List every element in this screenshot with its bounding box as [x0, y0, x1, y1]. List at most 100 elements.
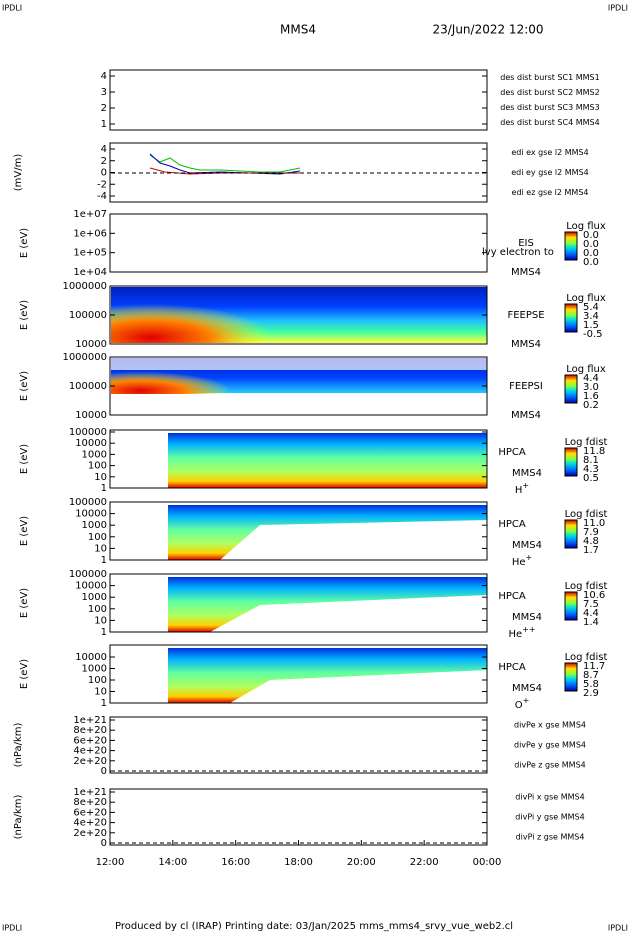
y-tick-label: -4 [97, 191, 107, 202]
x-tick-label: 12:00 [96, 857, 125, 868]
cbar-tick-label: -0.5 [583, 329, 603, 340]
y-tick-label: 1000000 [62, 352, 107, 363]
instrument: HPCA [498, 591, 526, 602]
colorbar [564, 519, 578, 549]
y-tick-label: 8e+20 [73, 725, 107, 736]
y-tick-label: 4 [101, 144, 107, 155]
y-tick-label: 0 [101, 766, 107, 777]
cbar-tick-label: 7.9 [583, 527, 599, 538]
species-base: O [515, 700, 523, 711]
probe: MMS4 [512, 683, 542, 694]
x-tick-label: 16:00 [221, 857, 250, 868]
cbar-tick-label: 11.8 [583, 446, 605, 457]
cbar-tick-label: 0.0 [583, 239, 599, 250]
instrument: HPCA [498, 519, 526, 530]
y-tick-label: 1e+07 [73, 209, 107, 220]
y-tick-label: 2 [101, 103, 107, 114]
cbar-title: Log fdist [565, 652, 608, 663]
y-tick-label: 0 [101, 838, 107, 849]
y-tick-label: 1e+04 [73, 267, 107, 278]
y-tick-label: 1000 [82, 664, 107, 675]
species: H+ [515, 481, 529, 497]
panel-frame [109, 213, 488, 273]
cbar-tick-label: 1.5 [583, 320, 599, 331]
legend-label: divPi z gse MMS4 [516, 833, 585, 842]
cbar-title: Log flux [566, 221, 606, 232]
y-tick-label: 100000 [69, 427, 107, 438]
y-tick-label: 10 [94, 472, 107, 483]
note: lvy electron to [482, 247, 554, 258]
y-tick-label: 1e+05 [73, 248, 107, 259]
y-tick-label: 10000 [75, 339, 107, 350]
cbar-tick-label: 2.9 [583, 688, 599, 699]
probe: MMS4 [512, 468, 542, 479]
legend-label: des dist burst SC4 MMS4 [500, 118, 599, 127]
probe: MMS4 [511, 410, 541, 421]
panel-frame [109, 69, 488, 131]
time-title: 23/Jun/2022 12:00 [432, 23, 543, 37]
species: He+ [512, 553, 532, 569]
species: He++ [508, 625, 535, 641]
legend-label: divPi y gse MMS4 [515, 813, 584, 822]
y-tick-label: 10000 [75, 509, 107, 520]
probe: MMS4 [512, 612, 542, 623]
y-axis-label: E (eV) [19, 371, 30, 401]
y-tick-label: 6e+20 [73, 807, 107, 818]
instrument: HPCA [498, 447, 526, 458]
y-tick-label: 1 [101, 698, 107, 709]
legend-label: edi ey gse l2 MMS4 [511, 168, 589, 177]
corner: IPDLI [2, 924, 22, 933]
y-tick-label: 1000 [82, 449, 107, 460]
y-tick-label: 1 [101, 627, 107, 638]
cbar-title: Log fdist [565, 437, 608, 448]
y-tick-label: 1000 [82, 520, 107, 531]
colorbar [564, 303, 578, 333]
cbar-tick-label: 3.4 [583, 311, 599, 322]
cbar-tick-label: 11.0 [583, 518, 605, 529]
y-tick-label: 100000 [69, 310, 107, 321]
y-tick-label: 1000000 [62, 281, 107, 292]
y-tick-label: 10 [94, 543, 107, 554]
cbar-tick-label: 8.7 [583, 670, 599, 681]
legend-label: des dist burst SC2 MMS2 [500, 88, 599, 97]
cbar-tick-label: 10.6 [583, 590, 605, 601]
legend-label: divPe z gse MMS4 [514, 761, 585, 770]
x-tick-label: 00:00 [473, 857, 502, 868]
cbar-title: Log flux [566, 293, 606, 304]
corner: IPDLI [2, 4, 22, 13]
cbar-title: Log flux [566, 364, 606, 375]
panel-frame [109, 429, 488, 489]
cbar-tick-label: 7.5 [583, 599, 599, 610]
legend-label: divPe x gse MMS4 [514, 721, 586, 730]
y-axis-label: (mV/m) [13, 154, 24, 192]
spectra [111, 287, 487, 703]
legend-label: divPi x gse MMS4 [515, 793, 584, 802]
colorbar [564, 374, 578, 404]
y-tick-label: 4e+20 [73, 818, 107, 829]
probe: MMS4 [512, 540, 542, 551]
y-axis-label: E (eV) [19, 588, 30, 618]
y-tick-label: 1 [101, 483, 107, 494]
cbar-tick-label: 0.0 [583, 248, 599, 259]
y-tick-label: 1 [101, 555, 107, 566]
y-axis-label: (nPa/km) [13, 723, 24, 768]
colorbar [564, 447, 578, 477]
species-charge: + [525, 553, 532, 562]
cbar-tick-label: 0.2 [583, 400, 599, 411]
corner: IPDLI [608, 4, 628, 13]
panel-frame [109, 573, 488, 633]
cbar-tick-label: 1.7 [583, 545, 599, 556]
y-axis-label: E (eV) [19, 228, 30, 258]
y-tick-label: 100000 [69, 381, 107, 392]
y-axis-label: (nPa/km) [13, 795, 24, 840]
cbar-title: Log fdist [565, 509, 608, 520]
cbar-tick-label: 0.0 [583, 257, 599, 268]
probe: MMS4 [511, 267, 541, 278]
y-tick-label: 100000 [69, 497, 107, 508]
y-axis-label: E (eV) [19, 516, 30, 546]
species-base: He [508, 629, 522, 640]
footer: Produced by cl (IRAP) Printing date: 03/… [115, 921, 513, 932]
colorbar [564, 591, 578, 621]
x-tick-label: 18:00 [284, 857, 313, 868]
y-tick-label: 1000 [82, 592, 107, 603]
